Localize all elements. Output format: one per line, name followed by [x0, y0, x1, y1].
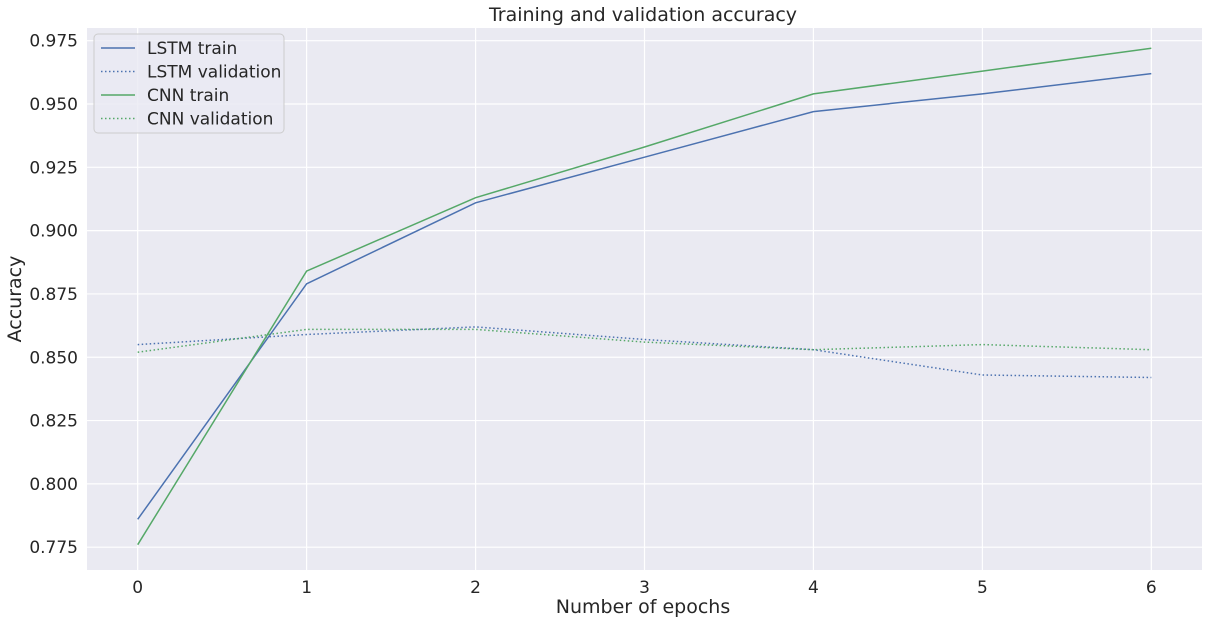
legend: LSTM train LSTM validation CNN train CNN va… — [93, 33, 285, 134]
series-line-cnn-validation — [137, 328, 1152, 353]
data-point-cnn-train — [644, 146, 646, 148]
data-point-cnn-train — [982, 70, 984, 72]
legend-box — [93, 33, 285, 134]
y-tick-label: 0.975 — [29, 32, 78, 52]
y-tick-label: 0.800 — [29, 475, 78, 495]
legend-label-cnn-train: CNN train — [147, 86, 229, 106]
data-point-lstm-train — [1151, 73, 1153, 75]
x-tick-label: 3 — [639, 578, 650, 598]
legend-label-lstm-train: LSTM train — [147, 39, 237, 59]
x-axis-ticks: 0 1 2 3 4 5 6 — [132, 578, 1156, 598]
data-point-lstm-validation — [982, 374, 984, 376]
series-line-lstm-validation — [137, 326, 1152, 379]
data-point-lstm-validation — [137, 344, 139, 346]
data-point-lstm-train — [137, 519, 139, 521]
series-line-cnn-train — [137, 47, 1152, 546]
legend-label-cnn-validation: CNN validation — [147, 110, 273, 130]
data-point-cnn-validation — [306, 329, 308, 331]
data-point-lstm-validation — [306, 334, 308, 336]
data-point-cnn-validation — [137, 351, 139, 353]
data-point-cnn-validation — [982, 344, 984, 346]
data-point-cnn-train — [813, 93, 815, 95]
x-tick-label: 5 — [977, 578, 988, 598]
data-point-cnn-train — [137, 544, 139, 546]
data-point-lstm-validation — [644, 339, 646, 341]
y-tick-label: 0.825 — [29, 412, 78, 432]
legend-label-lstm-validation: LSTM validation — [147, 63, 281, 83]
data-point-lstm-train — [475, 202, 477, 204]
data-point-cnn-train — [306, 270, 308, 272]
y-tick-label: 0.875 — [29, 285, 78, 305]
data-point-cnn-validation — [813, 349, 815, 351]
data-point-lstm-train — [306, 283, 308, 285]
x-tick-label: 6 — [1146, 578, 1157, 598]
data-point-cnn-train — [475, 197, 477, 199]
x-tick-label: 1 — [301, 578, 312, 598]
data-point-cnn-validation — [644, 341, 646, 343]
data-point-lstm-validation — [1151, 377, 1153, 379]
series-lines — [137, 47, 1153, 546]
y-tick-label: 0.925 — [29, 158, 78, 178]
data-point-cnn-validation — [1151, 349, 1153, 351]
x-tick-label: 0 — [132, 578, 143, 598]
data-point-lstm-train — [982, 93, 984, 95]
y-axis-title: Accuracy — [4, 256, 26, 343]
data-point-cnn-validation — [475, 329, 477, 331]
y-tick-label: 0.900 — [29, 222, 78, 242]
chart-title: Training and validation accuracy — [488, 4, 797, 26]
y-tick-label: 0.950 — [29, 95, 78, 115]
y-tick-label: 0.850 — [29, 348, 78, 368]
data-point-lstm-validation — [475, 326, 477, 328]
x-tick-label: 4 — [808, 578, 819, 598]
data-point-lstm-train — [644, 156, 646, 158]
x-axis-title: Number of epochs — [556, 596, 730, 618]
data-point-cnn-train — [1151, 48, 1153, 50]
data-point-lstm-train — [813, 111, 815, 113]
y-tick-label: 0.775 — [29, 538, 78, 558]
series-line-lstm-train — [137, 72, 1152, 520]
y-axis-ticks: 0.775 0.800 0.825 0.850 0.875 0.900 0.925 0.950… — [29, 32, 78, 559]
x-tick-label: 2 — [470, 578, 481, 598]
